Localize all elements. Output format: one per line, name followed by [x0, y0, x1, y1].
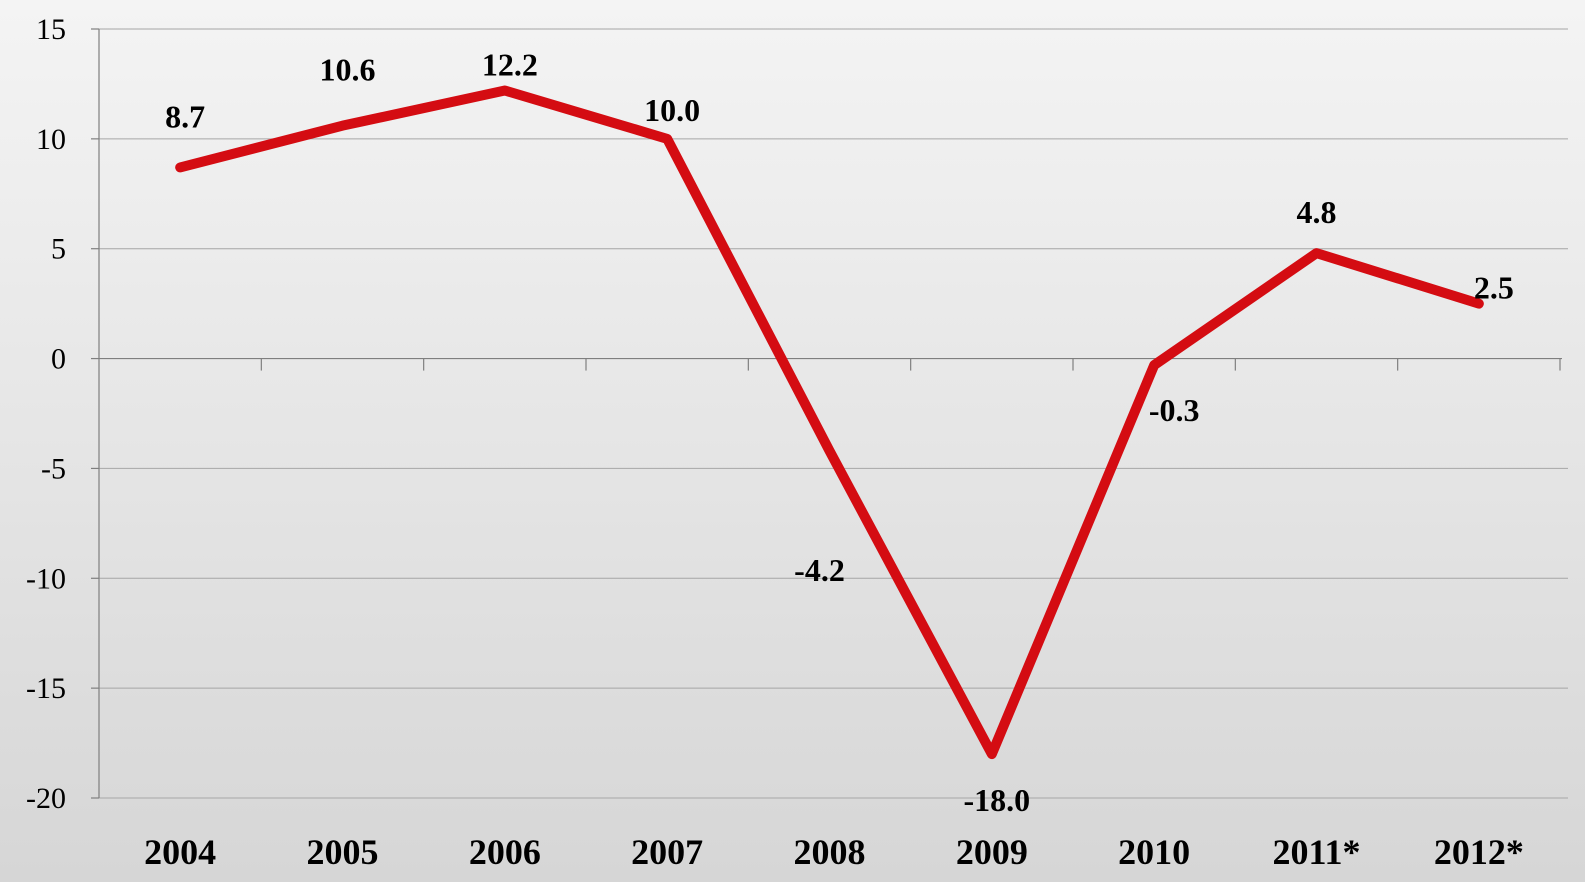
series-layer — [175, 85, 1484, 760]
x-tick-label: 2004 — [144, 832, 216, 872]
data-point — [176, 163, 185, 172]
data-label: 12.2 — [482, 47, 538, 83]
x-tick-label: 2009 — [956, 832, 1028, 872]
data-point — [987, 750, 996, 759]
data-label: 4.8 — [1297, 194, 1337, 230]
labels-layer: 15 10 5 0 -5 -10 -15 -20 2004 2005 2006 2007 2008 200… — [26, 13, 1524, 872]
series-line — [175, 85, 1484, 760]
data-point — [500, 86, 509, 95]
x-tick-label: 2007 — [631, 832, 703, 872]
y-tick-label: 5 — [51, 233, 66, 266]
data-point — [1474, 299, 1483, 308]
data-point — [338, 121, 347, 130]
data-label: 8.7 — [165, 98, 205, 134]
data-point — [1312, 249, 1321, 258]
y-tick-label: -15 — [26, 672, 66, 705]
data-label: 10.6 — [320, 52, 376, 88]
x-tick-label: 2005 — [307, 832, 379, 872]
data-label: -0.3 — [1149, 392, 1200, 428]
x-tick-label: 2011* — [1272, 832, 1360, 872]
x-tick-label: 2012* — [1434, 832, 1524, 872]
y-tick-label: -5 — [41, 452, 66, 485]
y-tick-label: 0 — [51, 343, 66, 376]
data-label: -18.0 — [964, 782, 1031, 818]
data-label: 2.5 — [1474, 270, 1514, 306]
data-label: -4.2 — [794, 552, 845, 588]
y-tick-label: 10 — [36, 123, 66, 156]
x-tick-label: 2006 — [469, 832, 541, 872]
data-point — [1150, 361, 1159, 370]
gridlines — [99, 28, 1568, 799]
y-tick-label: 15 — [36, 13, 66, 46]
x-tick-label: 2010 — [1118, 832, 1190, 872]
axes — [91, 28, 1562, 799]
y-tick-label: -10 — [26, 562, 66, 595]
data-point — [663, 134, 672, 143]
y-tick-label: -20 — [26, 782, 66, 815]
data-label: 10.0 — [644, 92, 700, 128]
x-tick-label: 2008 — [794, 832, 866, 872]
data-point — [825, 446, 834, 455]
